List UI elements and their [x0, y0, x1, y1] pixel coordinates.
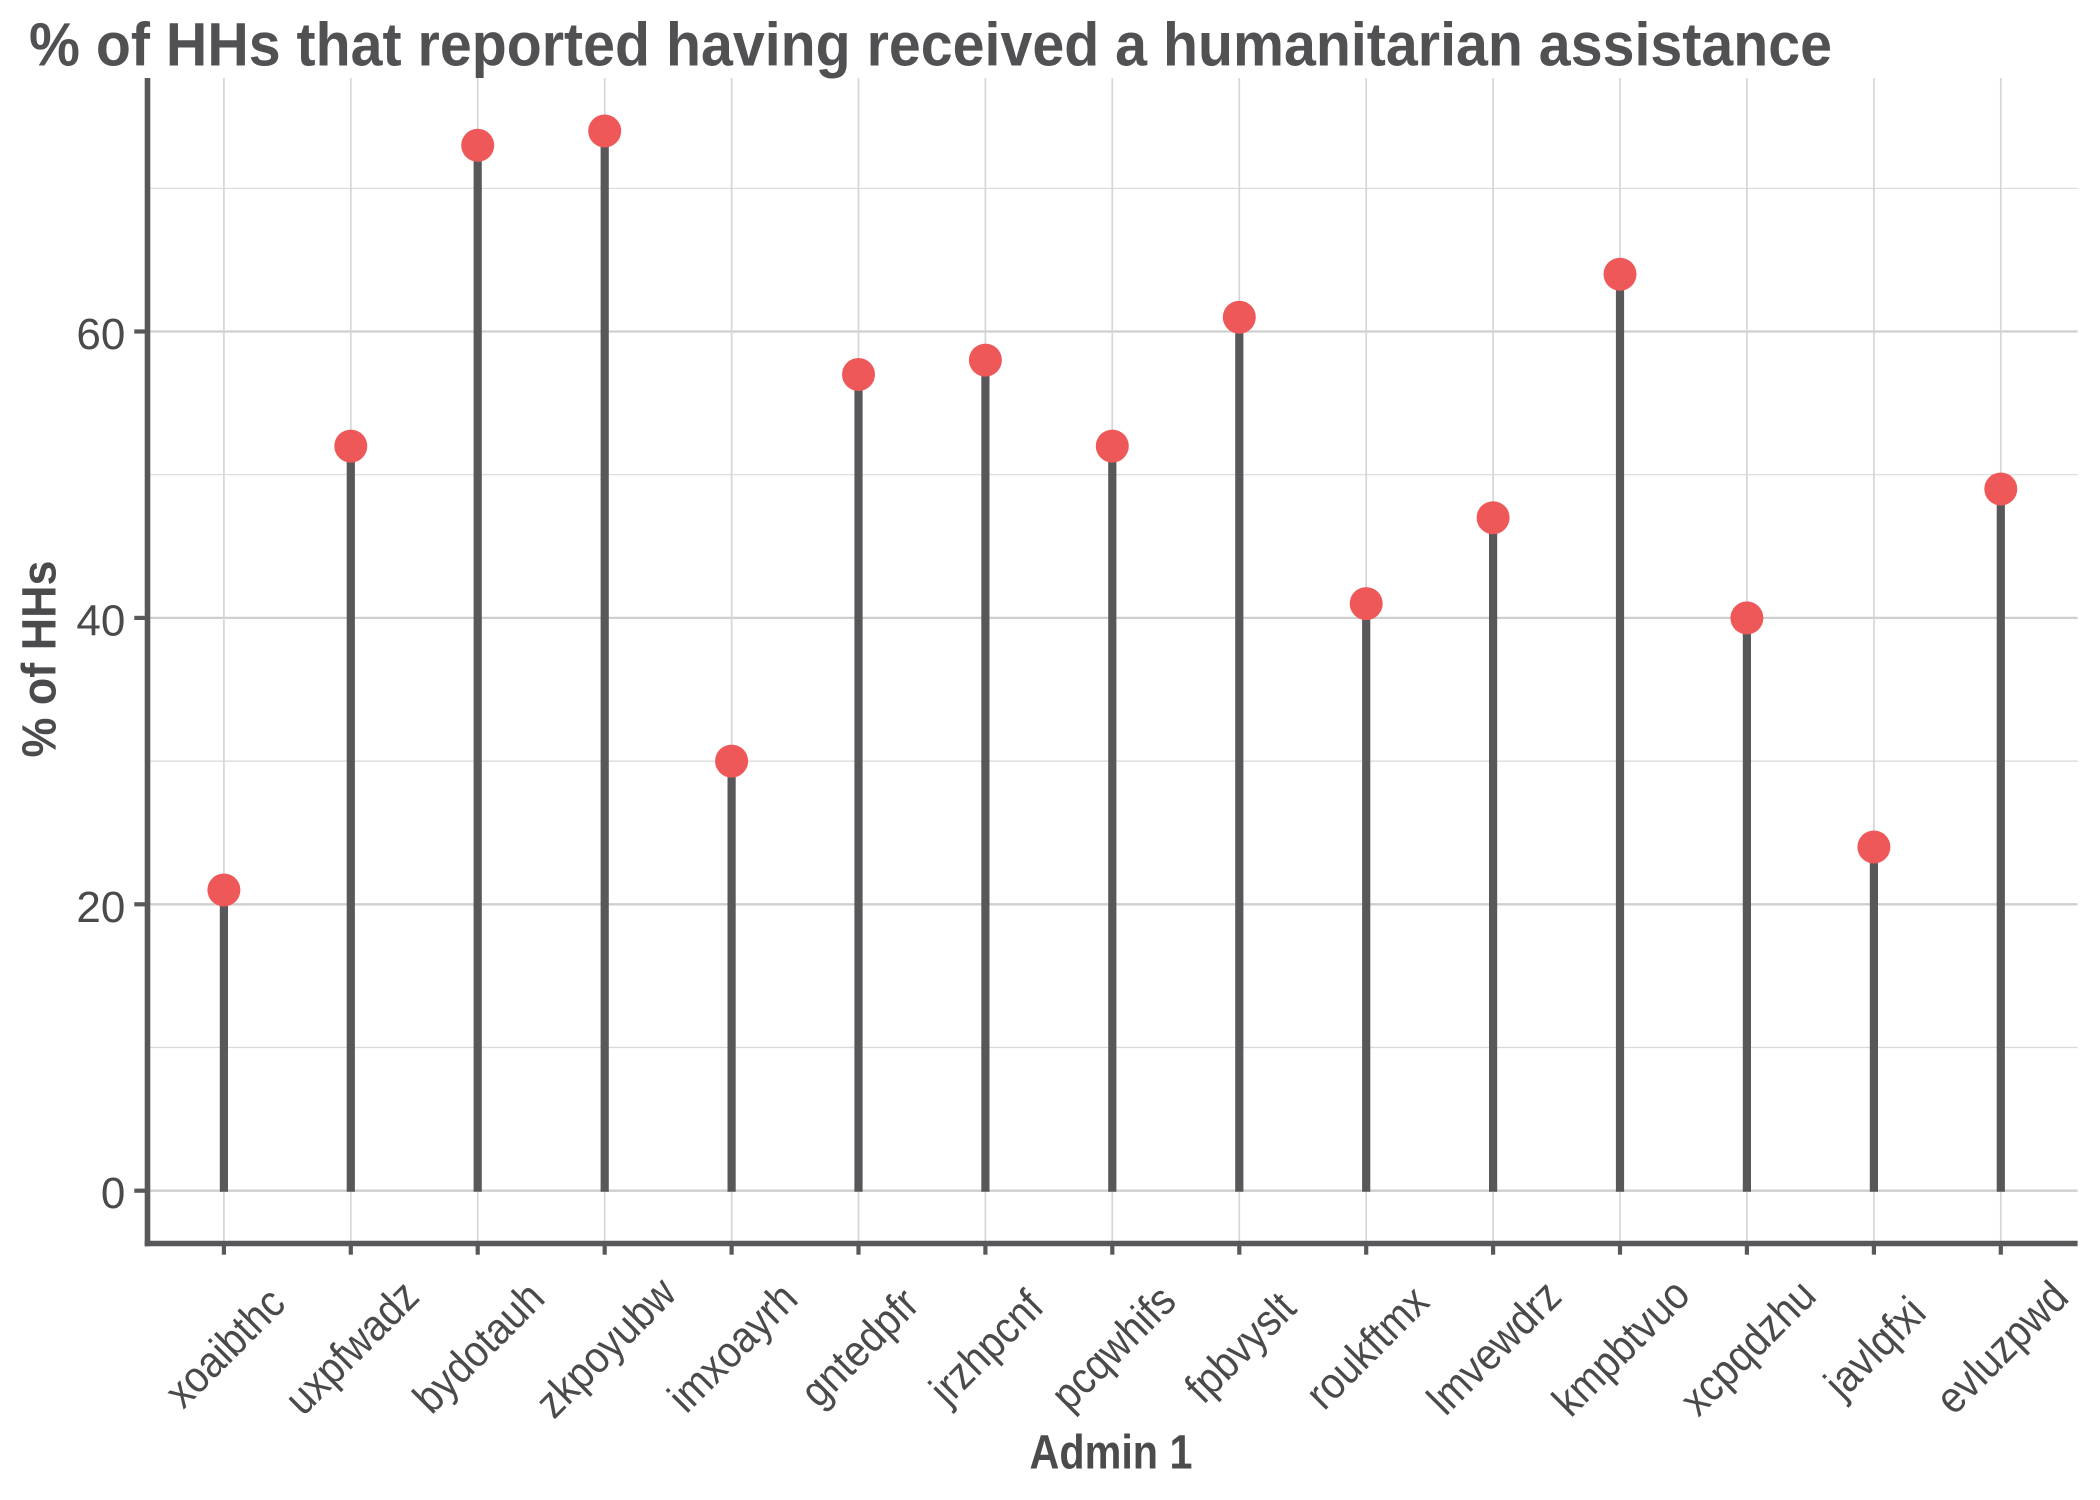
- svg-text:% of HHs: % of HHs: [14, 561, 67, 758]
- svg-text:0: 0: [101, 1169, 125, 1218]
- svg-text:40: 40: [76, 596, 125, 645]
- svg-text:Admin 1: Admin 1: [1030, 1426, 1193, 1479]
- svg-text:60: 60: [76, 310, 125, 359]
- svg-text:20: 20: [76, 883, 125, 932]
- svg-text:% of HHs that reported having: % of HHs that reported having received a…: [29, 11, 1832, 79]
